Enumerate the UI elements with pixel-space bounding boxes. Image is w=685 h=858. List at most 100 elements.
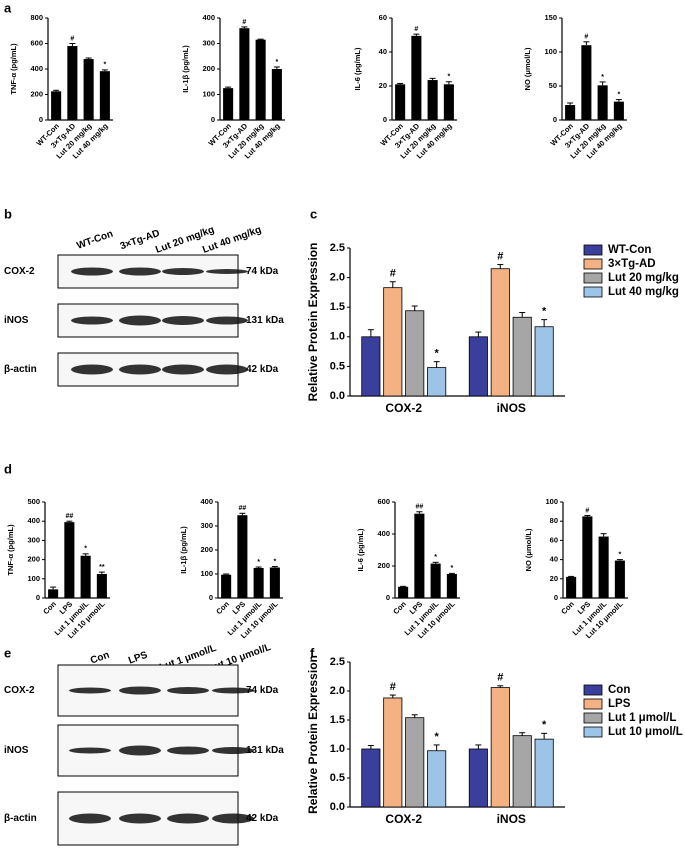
y-axis-label: TNF-α (pg/mL)	[6, 524, 15, 576]
significance-mark: *	[104, 62, 107, 69]
bar	[565, 105, 576, 120]
y-tick-label: 200	[202, 64, 215, 73]
panel-label: d	[4, 461, 12, 476]
bar	[221, 574, 232, 598]
bar	[582, 516, 593, 598]
bar	[614, 560, 625, 598]
significance-mark: *	[619, 551, 622, 558]
bar	[239, 28, 250, 121]
y-tick-label: 0	[209, 593, 213, 602]
y-tick-label: 600	[377, 497, 390, 506]
bar	[414, 513, 425, 598]
y-tick-label: 100	[202, 89, 215, 98]
y-tick-label: 0	[36, 593, 40, 602]
legend-label: Con	[608, 684, 630, 696]
y-tick-label: 0.0	[330, 801, 345, 813]
y-tick-label: 50	[549, 81, 557, 90]
blot-band	[212, 813, 254, 824]
panel-label: c	[310, 206, 317, 221]
y-tick-label: 400	[377, 529, 390, 538]
bar	[223, 88, 234, 120]
bar	[613, 101, 624, 120]
legend-label: 3×Tg-AD	[608, 258, 656, 270]
y-tick-label: 2.5	[330, 656, 345, 668]
blot-band	[167, 746, 209, 755]
legend-label: WT-Con	[608, 244, 651, 256]
significance-mark: *	[276, 59, 279, 66]
y-tick-label: 1.5	[330, 714, 345, 726]
legend-label: LPS	[608, 698, 631, 710]
blot-band	[119, 813, 161, 824]
bar	[411, 35, 422, 120]
protein-label: COX-2	[4, 266, 35, 277]
blot-band	[71, 364, 113, 375]
bar	[534, 326, 554, 397]
y-tick-label: 60	[379, 13, 387, 22]
significance-mark: ##	[65, 513, 73, 520]
y-axis-label: NO (μmol/L)	[523, 47, 532, 90]
legend-swatch	[583, 712, 603, 724]
bar	[566, 576, 577, 598]
y-tick-label: 0.5	[330, 360, 345, 372]
blot-band	[162, 316, 204, 325]
y-axis-label: IL-1β (pg/mL)	[181, 45, 190, 93]
legend-swatch	[583, 286, 603, 298]
significance-mark: *	[448, 74, 451, 81]
y-tick-label: 0	[553, 115, 557, 124]
protein-label: β-actin	[4, 813, 37, 824]
bar	[361, 336, 381, 397]
bar	[99, 71, 110, 120]
significance-mark: *	[274, 558, 277, 565]
y-tick-label: 2.0	[330, 685, 345, 697]
legend-swatch	[583, 698, 603, 710]
legend-label: Lut 20 mg/kg	[608, 272, 679, 284]
significance-mark: ##	[415, 504, 423, 511]
y-tick-label: 200	[30, 89, 43, 98]
y-tick-label: 2.5	[330, 242, 345, 254]
significance-mark: *	[618, 91, 621, 98]
y-tick-label: 300	[200, 521, 213, 530]
y-tick-label: 300	[27, 535, 40, 544]
significance-mark: **	[99, 564, 105, 571]
y-tick-label: 40	[379, 47, 387, 56]
bar	[398, 586, 409, 598]
size-label: 42 kDa	[246, 813, 279, 824]
protein-label: iNOS	[4, 745, 29, 756]
y-tick-label: 1.0	[330, 331, 345, 343]
lane-label: WT-Con	[75, 229, 114, 252]
bar	[468, 748, 488, 808]
size-label: 131 kDa	[246, 745, 284, 756]
significance-mark: #	[585, 507, 589, 514]
y-tick-label: 100	[545, 497, 558, 506]
y-tick-label: 0	[211, 115, 215, 124]
blot-band	[212, 687, 254, 694]
bar	[405, 310, 425, 397]
y-axis-label: Relative Protein Expression	[306, 655, 320, 814]
blot-band	[119, 267, 161, 276]
significance-mark: #	[390, 268, 396, 280]
y-tick-label: 100	[27, 574, 40, 583]
x-tick-label: COX-2	[385, 812, 422, 826]
x-tick-label: Con	[214, 599, 231, 616]
significance-mark: *	[542, 719, 547, 731]
y-tick-label: 0	[383, 115, 387, 124]
blot-band	[167, 687, 209, 694]
bar	[598, 536, 609, 598]
legend-label: Lut 40 mg/kg	[608, 286, 679, 298]
significance-mark: *	[435, 731, 440, 743]
legend-label: Lut 1 μmol/L	[608, 712, 676, 724]
y-tick-label: 0.5	[330, 772, 345, 784]
bar	[427, 80, 438, 120]
legend-swatch	[583, 684, 603, 696]
significance-mark: ##	[238, 505, 246, 512]
significance-mark: #	[584, 34, 588, 41]
significance-mark: #	[242, 19, 246, 26]
bar	[271, 69, 282, 120]
x-tick-label: COX-2	[385, 401, 422, 415]
bar	[64, 522, 75, 598]
bar	[80, 555, 91, 598]
lane-label: Con	[89, 650, 111, 667]
protein-label: β-actin	[4, 364, 37, 375]
panel-label: e	[4, 645, 11, 660]
bar	[443, 84, 454, 120]
